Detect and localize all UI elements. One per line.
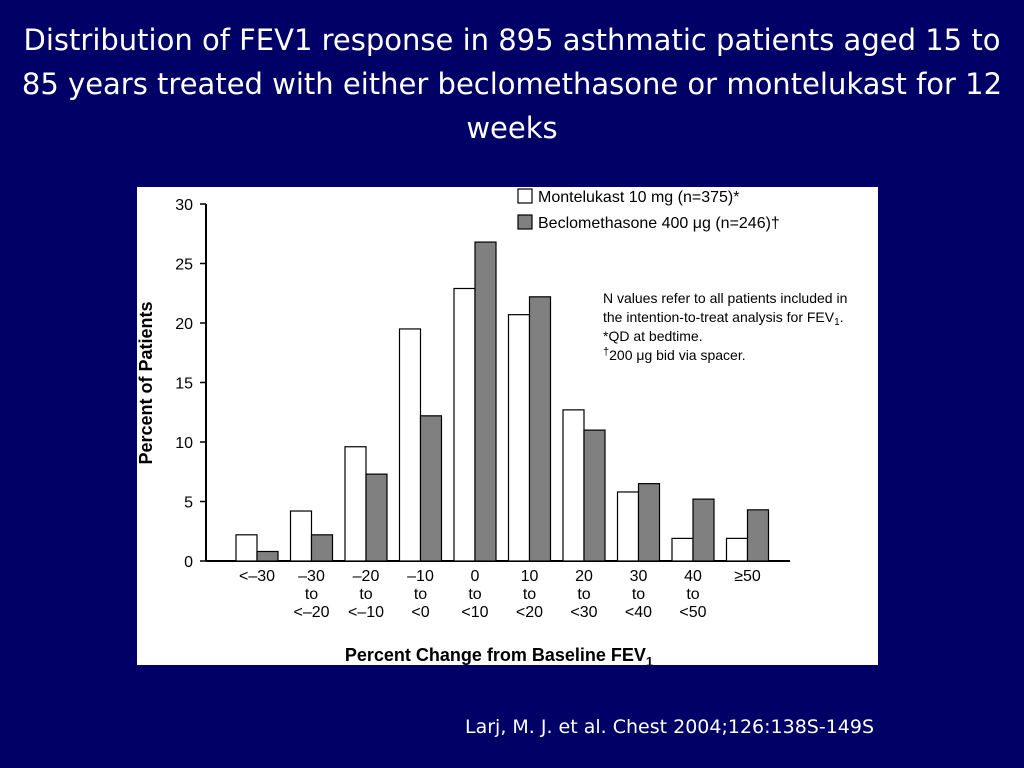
x-tick-label: 30 [630,568,648,585]
x-tick-label: 40 [684,568,702,585]
x-tick-label: <30 [570,604,597,621]
x-tick-label: <–20 [293,604,329,621]
legend-label: Montelukast 10 mg (n=375)* [538,189,739,206]
x-tick-label: to [523,586,536,603]
bar-montelukast [725,537,749,562]
x-tick-label: 20 [575,568,593,585]
legend-swatch [517,188,533,204]
x-tick-label: to [577,586,590,603]
x-tick-label: <50 [679,604,706,621]
y-tick-label: 30 [175,197,193,214]
x-tick-label: to [686,586,699,603]
y-axis-label: Percent of Patients [137,301,156,464]
y-tick-label: 10 [175,435,193,452]
x-tick-label: to [305,586,318,603]
legend-label: Beclomethasone 400 μg (n=246)† [538,215,780,232]
x-tick-label: –10 [407,568,434,585]
bar-beclomethasone [637,483,661,562]
x-tick-label: ≥50 [734,568,761,585]
x-tick-label: –20 [353,568,380,585]
x-tick-label: –30 [298,568,325,585]
x-tick-label: <0 [411,604,429,621]
y-tick-label: 20 [175,316,193,333]
citation: Larj, M. J. et al. Chest 2004;126:138S-1… [465,716,875,738]
legend-swatch [517,214,533,230]
slide-title: Distribution of FEV1 response in 895 ast… [21,23,1003,145]
x-tick-label: 0 [471,568,480,585]
y-tick-label: 25 [175,257,193,274]
x-tick-label: <10 [461,604,488,621]
x-tick-label: <40 [625,604,652,621]
bar-beclomethasone [528,296,552,562]
bar-montelukast [453,287,476,562]
bar-montelukast [289,510,313,562]
chart-note: *QD at bedtime. [603,328,703,344]
x-tick-label: to [359,586,372,603]
bar-montelukast [398,328,422,562]
bar-montelukast [671,537,694,562]
chart-note: the intention-to-treat analysis for FEV1… [603,309,844,328]
x-tick-label: <–30 [239,568,275,585]
chart-note: N values refer to all patients included … [603,290,847,306]
bar-beclomethasone [692,498,715,562]
bar-beclomethasone [583,429,606,562]
y-tick-label: 15 [175,376,193,393]
y-tick-label: 5 [184,495,193,512]
x-tick-label: <–10 [348,604,384,621]
x-tick-label: to [414,586,427,603]
bar-montelukast [616,491,640,562]
bar-montelukast [562,409,585,562]
bar-beclomethasone [474,241,497,562]
chart-note: †200 μg bid via spacer. [603,346,746,363]
x-tick-label: <20 [516,604,543,621]
x-tick-label: to [632,586,645,603]
bar-beclomethasone [419,415,443,562]
x-axis-label: Percent Change from Baseline FEV1 [345,645,653,665]
bar-montelukast [507,314,531,562]
chart-panel: 0 5 10 15 20 25 30 Percent of Patients <–30 –30 to… [137,187,878,665]
bar-montelukast [235,534,258,562]
bar-beclomethasone [746,509,770,562]
y-tick-label: 0 [184,554,193,571]
x-tick-label: to [468,586,481,603]
bar-beclomethasone [256,550,279,562]
bar-beclomethasone [310,534,334,562]
bar-montelukast [344,446,367,562]
x-tick-label: 10 [521,568,539,585]
bar-beclomethasone [365,473,388,562]
